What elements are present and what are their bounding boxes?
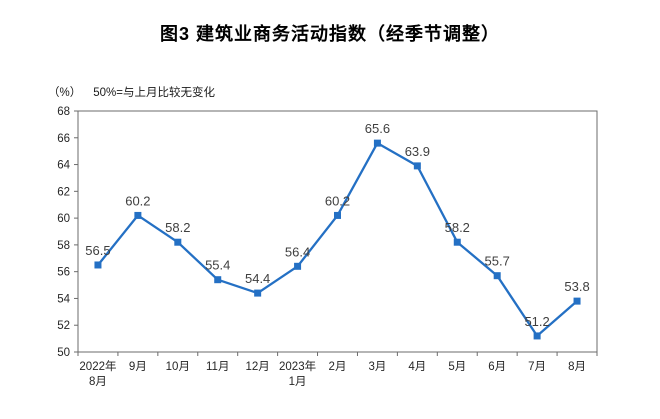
y-axis-tick-label: 64 [57, 160, 70, 172]
x-axis-tick-label: 10月 [166, 361, 190, 373]
x-axis-tick-label: 3月 [368, 361, 386, 373]
y-axis-unit-label: （%） [48, 87, 82, 99]
data-point-marker [573, 297, 581, 305]
y-axis-tick-label: 68 [57, 106, 70, 118]
axis-note-row: （%） 50%=与上月比较无变化 [48, 84, 215, 100]
plot-border [77, 110, 598, 353]
data-point-label: 56.4 [285, 244, 310, 259]
data-point-marker [373, 139, 381, 147]
y-axis-tick-label: 56 [57, 267, 70, 279]
y-axis-tick-label: 58 [57, 240, 70, 252]
data-point-marker [94, 261, 102, 269]
data-point-label: 58.2 [165, 220, 190, 235]
data-line [97, 141, 578, 338]
data-point-label: 53.8 [564, 279, 589, 294]
x-axis-tick-label: 2月 [329, 361, 347, 373]
x-axis-tick-label: 12月 [246, 361, 270, 373]
data-point-marker [493, 272, 501, 280]
data-point-marker [214, 276, 222, 284]
data-point-label: 55.4 [205, 258, 230, 273]
data-point-label: 55.7 [485, 254, 510, 269]
x-axis-tick-label: 2022年 8月 [79, 359, 116, 388]
data-point-label: 56.5 [85, 243, 110, 258]
y-axis-tick-label: 54 [57, 293, 70, 305]
y-axis-tick-label: 50 [57, 347, 70, 359]
x-axis-tick-label: 7月 [528, 361, 546, 373]
data-point-label: 51.2 [524, 314, 549, 329]
data-point-label: 58.2 [445, 220, 470, 235]
chart-title: 图3 建筑业商务活动指数（经季节调整） [159, 24, 500, 44]
x-axis-tick-label: 6月 [488, 361, 506, 373]
data-point-label: 63.9 [405, 144, 430, 159]
y-axis-tick-label: 66 [57, 133, 70, 145]
data-point-marker [453, 238, 461, 246]
axis-note-label: 50%=与上月比较无变化 [93, 87, 215, 99]
y-axis-tick-label: 60 [57, 213, 70, 225]
data-point-marker [174, 238, 182, 246]
data-point-label: 65.6 [365, 121, 390, 136]
y-axis-tick-label: 52 [57, 320, 70, 332]
data-point-marker [294, 262, 302, 270]
data-point-label: 60.2 [325, 193, 350, 208]
data-point-marker [413, 162, 421, 170]
data-point-marker [134, 211, 142, 219]
data-point-marker [334, 211, 341, 219]
data-point-label: 60.2 [125, 193, 150, 208]
data-point-marker [533, 332, 541, 340]
y-axis-tick-label: 62 [57, 186, 70, 198]
data-point-label: 54.4 [245, 271, 270, 286]
x-axis-tick-label: 5月 [448, 361, 466, 373]
x-axis-tick-label: 4月 [408, 361, 426, 373]
x-axis-tick-label: 2023年 1月 [279, 359, 316, 388]
x-axis-tick-label: 8月 [568, 361, 586, 373]
data-point-marker [254, 289, 262, 297]
x-axis-tick-label: 9月 [129, 361, 147, 373]
x-axis-tick-label: 11月 [206, 361, 229, 373]
